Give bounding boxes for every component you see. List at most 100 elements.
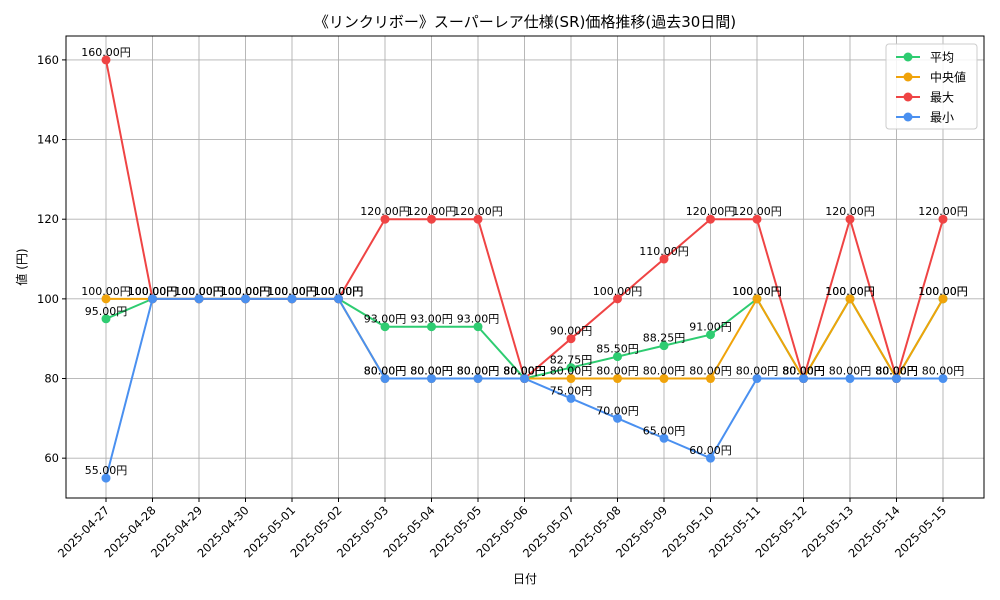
data-label: 80.00円 (503, 365, 546, 378)
data-point (334, 294, 343, 304)
data-point (706, 453, 715, 463)
data-label: 100.00円 (81, 285, 131, 298)
data-label: 80.00円 (736, 365, 779, 378)
data-point (101, 473, 111, 483)
legend-marker (903, 52, 913, 62)
y-tick-label: 80 (44, 372, 59, 386)
data-point (613, 352, 622, 362)
x-axis-ticks: 2025-04-272025-04-282025-04-292025-04-30… (55, 498, 949, 560)
data-label: 80.00円 (782, 365, 825, 378)
data-point (799, 374, 808, 384)
legend-marker (903, 72, 913, 82)
data-label: 100.00円 (267, 285, 317, 298)
data-point (427, 374, 436, 384)
y-tick-label: 160 (37, 53, 59, 67)
data-label: 80.00円 (689, 365, 732, 378)
data-point (520, 374, 529, 384)
data-point (613, 374, 622, 384)
data-label: 120.00円 (453, 205, 503, 218)
data-point (659, 254, 669, 264)
y-tick-label: 120 (37, 212, 59, 226)
data-label: 80.00円 (875, 365, 918, 378)
data-label: 65.00円 (643, 424, 686, 437)
data-point (752, 214, 762, 224)
data-point (892, 374, 901, 384)
data-point (566, 374, 576, 384)
y-tick-label: 100 (37, 292, 59, 306)
data-label: 100.00円 (128, 285, 178, 298)
data-point (938, 374, 948, 384)
data-point (427, 322, 436, 332)
data-label: 82.75円 (550, 354, 593, 367)
data-label: 80.00円 (875, 365, 918, 378)
data-label: 120.00円 (732, 205, 782, 218)
data-label: 100.00円 (128, 285, 178, 298)
data-label: 80.00円 (550, 365, 593, 378)
data-label: 80.00円 (410, 365, 453, 378)
data-point (659, 433, 669, 443)
data-point (380, 374, 390, 384)
data-label: 80.00円 (457, 365, 500, 378)
y-tick-label: 140 (37, 133, 59, 147)
data-label: 88.25円 (643, 332, 686, 345)
data-label: 80.00円 (596, 365, 639, 378)
data-label: 160.00円 (81, 46, 131, 59)
data-label: 120.00円 (686, 205, 736, 218)
data-label: 80.00円 (782, 365, 825, 378)
data-label: 110.00円 (639, 245, 689, 258)
data-point (101, 55, 111, 65)
y-tick-label: 60 (44, 451, 59, 465)
y-axis-ticks: 60 80 100 120 140 160 (37, 53, 66, 465)
data-label: 100.00円 (314, 285, 364, 298)
data-point (938, 214, 948, 224)
data-label: 75.00円 (550, 384, 593, 397)
data-label: 95.00円 (85, 305, 128, 318)
data-point (566, 363, 576, 373)
data-label: 100.00円 (174, 285, 224, 298)
data-label: 100.00円 (128, 285, 178, 298)
data-point (706, 330, 715, 340)
data-labels-layer: 95.00円100.00円100.00円100.00円100.00円100.00… (81, 46, 968, 477)
data-label: 100.00円 (314, 285, 364, 298)
y-axis-label: 値 (円) (14, 248, 29, 285)
data-point (613, 294, 622, 304)
data-label: 100.00円 (174, 285, 224, 298)
data-label: 80.00円 (782, 365, 825, 378)
data-point (659, 341, 669, 351)
data-label: 80.00円 (829, 365, 872, 378)
data-label: 60.00円 (689, 444, 732, 457)
legend-marker (903, 92, 913, 102)
data-point (148, 294, 157, 304)
data-point (938, 294, 948, 304)
data-label: 100.00円 (267, 285, 317, 298)
data-point (706, 214, 715, 224)
legend-entry: 平均 (896, 51, 954, 65)
legend-marker (903, 112, 913, 122)
data-label: 93.00円 (364, 313, 407, 326)
data-label: 100.00円 (221, 285, 271, 298)
data-label: 100.00円 (221, 285, 271, 298)
data-point (613, 413, 622, 423)
data-label: 100.00円 (174, 285, 224, 298)
legend-label: 平均 (930, 51, 954, 65)
chart-title: 《リンクリボー》スーパーレア仕様(SR)価格推移(過去30日間) (314, 13, 736, 31)
grid-lines (66, 36, 984, 498)
legend-entry: 最小 (896, 111, 954, 125)
data-label: 93.00円 (457, 313, 500, 326)
data-point (194, 294, 204, 304)
data-point (566, 334, 576, 344)
data-label: 80.00円 (503, 365, 546, 378)
data-label: 55.00円 (85, 464, 128, 477)
data-label: 120.00円 (407, 205, 457, 218)
data-point (287, 294, 297, 304)
data-label: 80.00円 (410, 365, 453, 378)
data-label: 80.00円 (643, 365, 686, 378)
data-label: 93.00円 (410, 313, 453, 326)
data-label: 100.00円 (128, 285, 178, 298)
data-label: 100.00円 (825, 285, 875, 298)
data-label: 100.00円 (221, 285, 271, 298)
plot-area-background (66, 36, 984, 498)
data-label: 80.00円 (875, 365, 918, 378)
data-point (473, 374, 483, 384)
